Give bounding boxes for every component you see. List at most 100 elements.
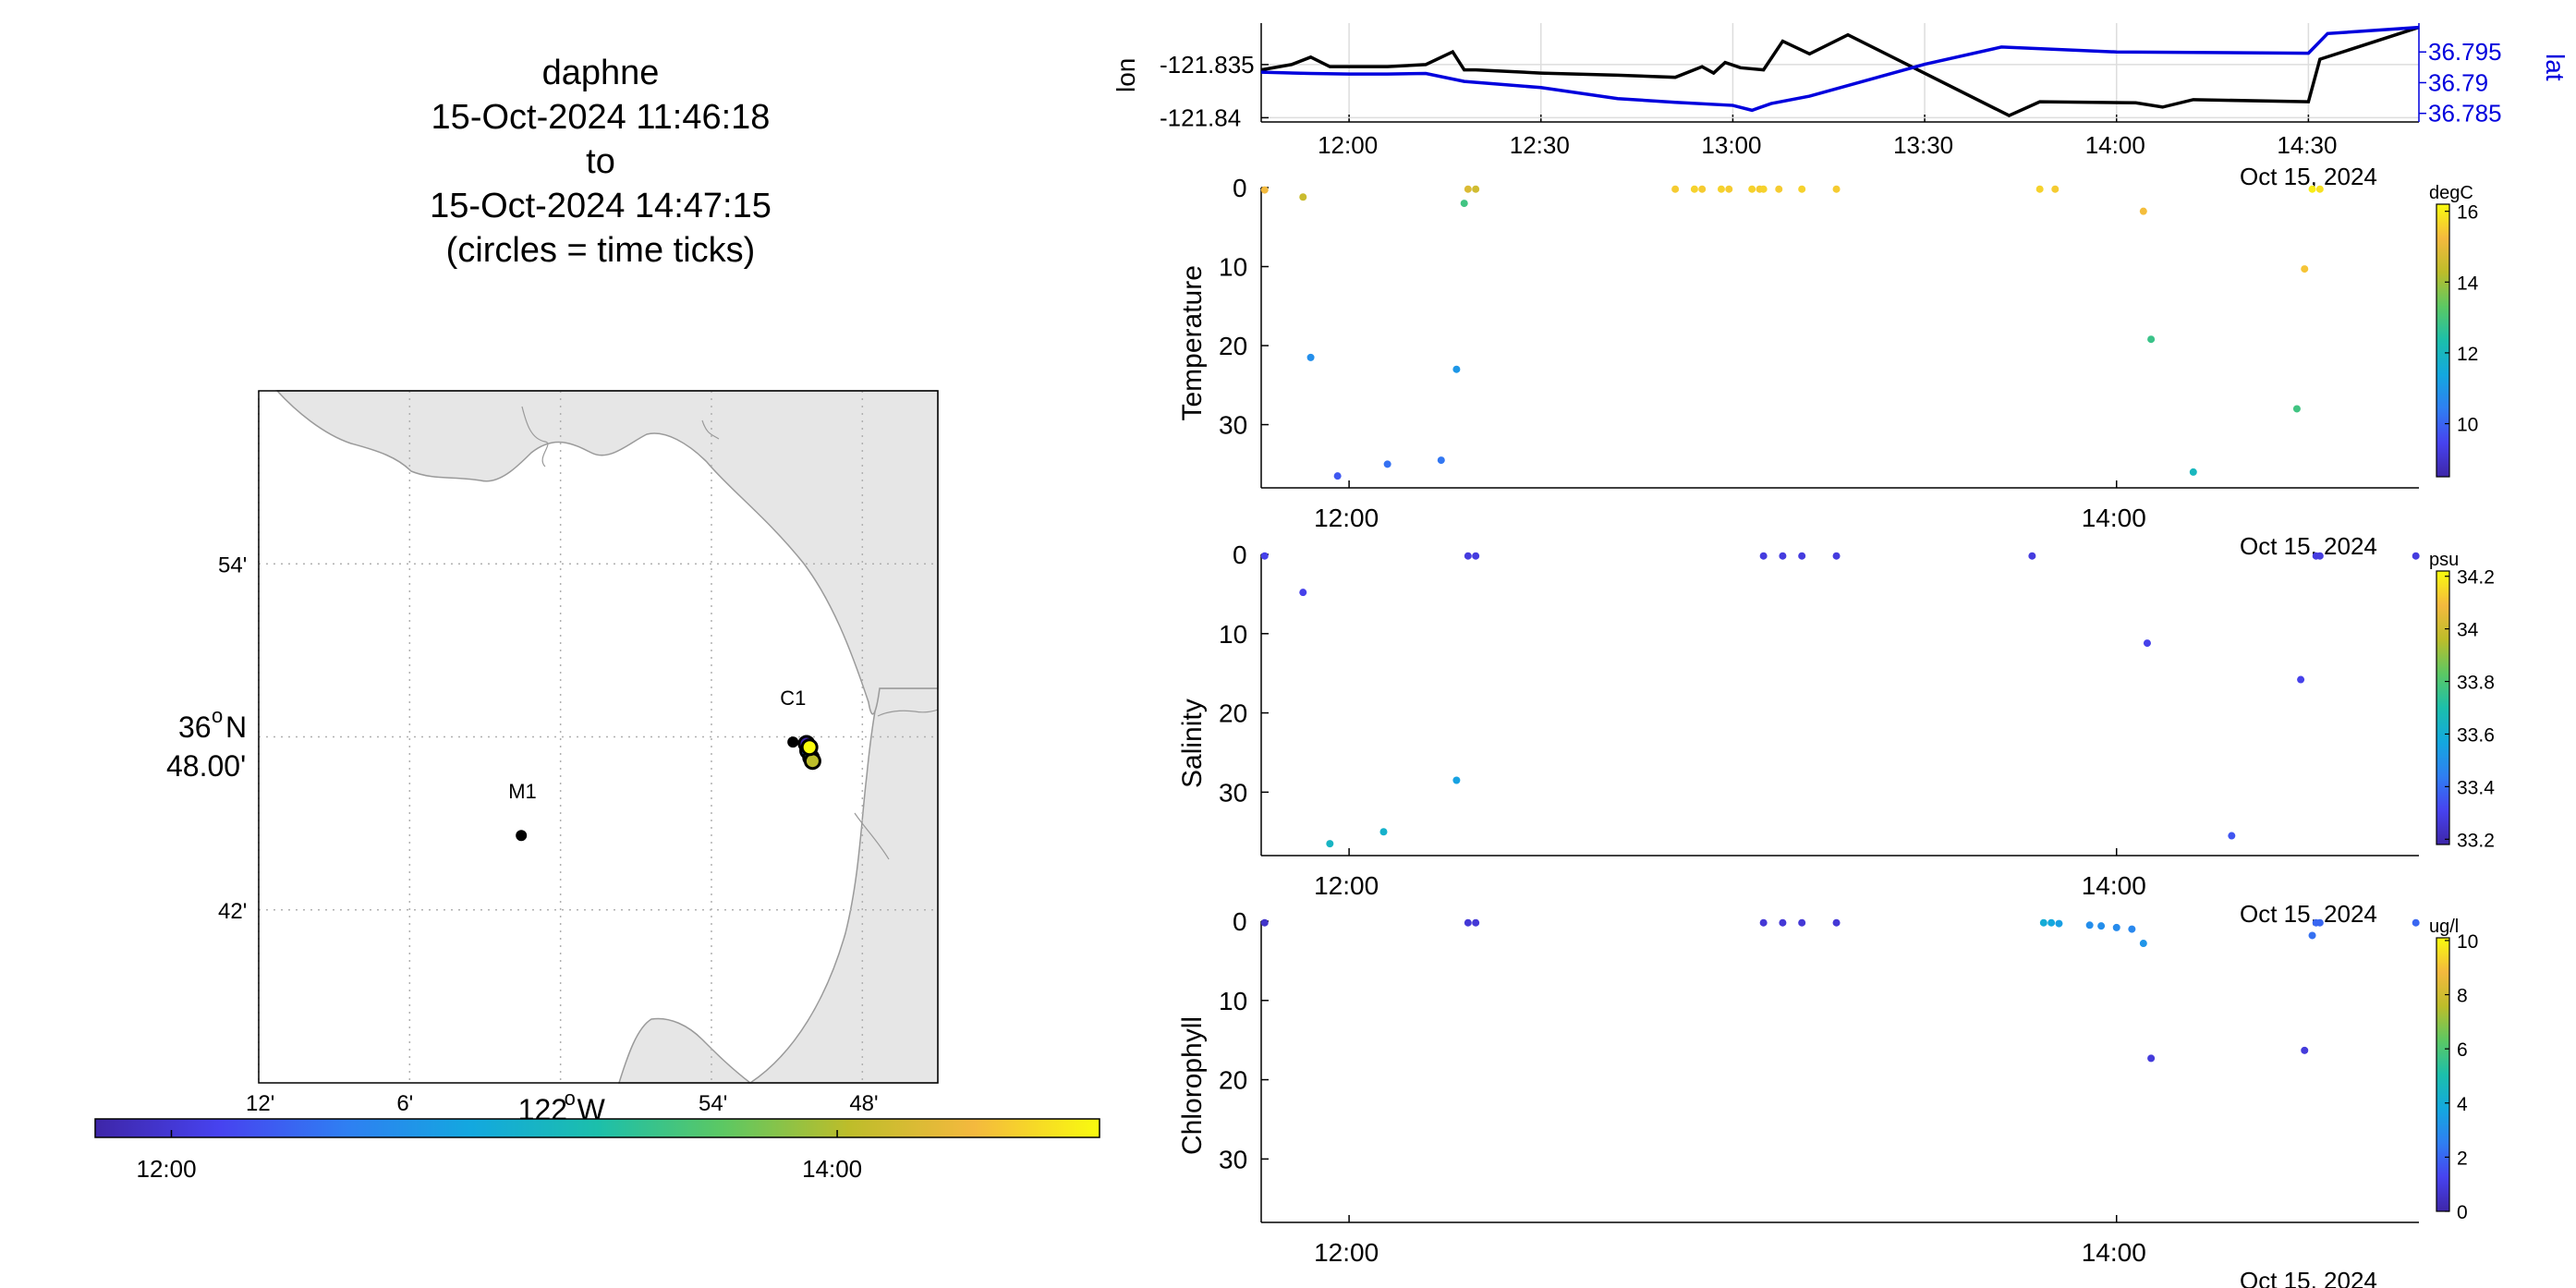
chlorophyll-ylabel: Chlorophyll [1177, 1016, 1208, 1155]
salinity-colorbar-label-2: 33.6 [2457, 724, 2495, 746]
temperature-point-5 [1437, 456, 1445, 465]
temperature-point-21 [2035, 185, 2044, 193]
map-xlabel-sup: o [565, 1087, 576, 1110]
salinity-ytick-label-1: 10 [1219, 620, 1247, 649]
map-slough [877, 709, 939, 717]
chlorophyll-point-2 [1472, 918, 1480, 927]
chlorophyll-colorbar-label-0: 0 [2457, 1202, 2468, 1223]
chlorophyll-point-17 [2308, 931, 2316, 940]
chlorophyll-ytick-label-1: 10 [1219, 987, 1247, 1015]
salinity-ytick-label-3: 30 [1219, 778, 1247, 807]
temperature-point-15 [1748, 185, 1756, 193]
chlorophyll-date-label: Oct 15, 2024 [2240, 1267, 2377, 1288]
position-xtick-label-0: 12:00 [1318, 131, 1378, 159]
position-ylabel-left: lon [1112, 58, 1140, 92]
temperature-point-3 [1333, 472, 1342, 480]
position-series-lon [1260, 25, 2420, 118]
chlorophyll-point-20 [2412, 918, 2420, 927]
temperature-point-9 [1472, 185, 1480, 193]
chlorophyll-ytick-label-3: 30 [1219, 1145, 1247, 1173]
chlorophyll-point-9 [2055, 919, 2063, 928]
salinity-colorbar-label-5: 34.2 [2457, 567, 2495, 589]
chlorophyll-point-19 [2315, 918, 2324, 927]
chlorophyll-point-15 [2147, 1054, 2156, 1063]
temperature-point-26 [2292, 405, 2301, 413]
salinity-point-9 [1798, 552, 1806, 560]
temperature-point-1 [1299, 193, 1307, 201]
map-ylabel-major: 36 [178, 711, 212, 744]
temperature-point-8 [1464, 185, 1472, 193]
salinity-point-10 [1832, 552, 1841, 560]
map-ytick-label-2: 54' [218, 553, 247, 577]
title-line-5: (circles = time ticks) [445, 231, 756, 270]
map-ylabel-suffix: N [225, 711, 247, 744]
chlorophyll-point-13 [2128, 925, 2136, 933]
temperature-point-0 [1260, 186, 1269, 194]
salinity-colorbar [2436, 570, 2450, 845]
temperature-ylabel: Temperature [1177, 265, 1208, 420]
salinity-point-16 [2315, 552, 2324, 560]
position-date-label: Oct 15, 2024 [2240, 163, 2377, 190]
map-xtick-label-3: 54' [699, 1091, 727, 1116]
temperature-point-11 [1690, 185, 1698, 193]
temperature-point-25 [2189, 468, 2197, 476]
title-line-3: to [586, 142, 615, 181]
salinity-point-7 [1759, 552, 1768, 560]
temperature-colorbar-label-1: 12 [2457, 344, 2478, 365]
map-inlet [854, 812, 890, 860]
temperature-point-13 [1717, 185, 1725, 193]
temperature-point-6 [1452, 365, 1461, 373]
salinity-point-8 [1779, 552, 1787, 560]
temperature-colorbar-label-2: 14 [2457, 273, 2479, 294]
position-xtick-label-5: 14:30 [2277, 131, 2337, 159]
salinity-point-2 [1326, 840, 1334, 848]
salinity-colorbar-label-0: 33.2 [2457, 830, 2495, 851]
map-station-label-c1: C1 [780, 687, 806, 710]
map-time-colorbar-label-0: 12:00 [137, 1155, 197, 1183]
map-xtick-label-4: 48' [849, 1091, 878, 1116]
salinity-ylabel: Salinity [1177, 699, 1208, 788]
temperature-point-7 [1460, 200, 1468, 208]
temperature-ytick-label-0: 0 [1233, 174, 1247, 202]
map-station-label-m1: M1 [508, 780, 537, 803]
chlorophyll-point-3 [1759, 918, 1768, 927]
title-line-1: daphne [541, 54, 660, 92]
temperature-point-28 [2308, 185, 2316, 193]
salinity-date-label: Oct 15, 2024 [2240, 900, 2377, 928]
position-ylabel-right: lat [2541, 54, 2570, 81]
chlorophyll-colorbar-label-4: 8 [2457, 986, 2468, 1007]
map-ylabel-sup: o [212, 704, 223, 727]
salinity-panel: 0 10 20 30 12:00 14:00 Oct 15, 2024 Salinity psu… [1177, 541, 2495, 928]
map-station-m1 [516, 830, 528, 842]
chlorophyll-point-0 [1260, 918, 1269, 927]
salinity-colorbar-label-4: 34 [2457, 620, 2479, 641]
chlorophyll-colorbar [2436, 937, 2450, 1212]
map-land-south [617, 1017, 753, 1084]
temperature-xtick-label-1: 14:00 [2082, 504, 2146, 532]
temperature-point-2 [1306, 353, 1315, 361]
temperature-point-10 [1671, 185, 1680, 193]
map-xtick-label-0: 12' [246, 1091, 274, 1116]
chlorophyll-colorbar-label-1: 2 [2457, 1148, 2468, 1169]
chlorophyll-point-8 [2047, 918, 2056, 927]
temperature-point-19 [1798, 185, 1806, 193]
chlorophyll-xtick-label-1: 14:00 [2082, 1238, 2146, 1267]
chlorophyll-point-4 [1779, 918, 1787, 927]
map-frame [258, 390, 939, 1084]
salinity-point-5 [1464, 552, 1472, 560]
temperature-point-14 [1725, 185, 1733, 193]
temperature-colorbar [2436, 203, 2450, 478]
temperature-panel: 0 10 20 30 12:00 14:00 Oct 15, 2024 Temperature… [1177, 174, 2479, 560]
temperature-point-17 [1759, 185, 1768, 193]
salinity-colorbar-units: psu [2429, 550, 2459, 570]
temperature-ytick-label-1: 10 [1219, 253, 1247, 282]
map-land-east [277, 390, 939, 1084]
temperature-point-23 [2139, 207, 2147, 215]
salinity-point-13 [2228, 832, 2236, 840]
chlorophyll-xtick-label-0: 12:00 [1314, 1238, 1379, 1267]
temperature-ytick-label-3: 30 [1219, 411, 1247, 440]
chlorophyll-point-5 [1798, 918, 1806, 927]
salinity-point-4 [1452, 776, 1461, 784]
